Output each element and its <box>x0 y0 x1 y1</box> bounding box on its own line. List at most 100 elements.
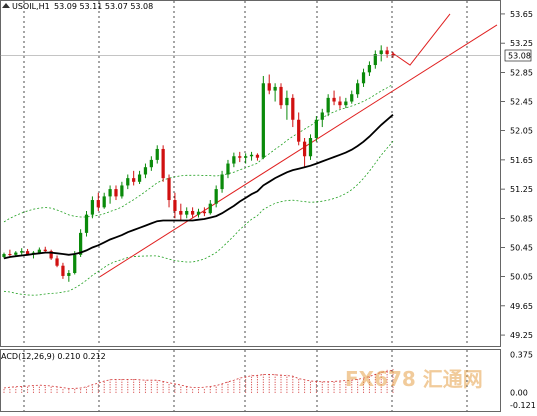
candle-body <box>167 178 171 201</box>
candle-body <box>185 210 189 215</box>
candle-body <box>367 65 372 73</box>
ma-line <box>3 114 394 260</box>
plot-frame <box>0 0 501 347</box>
candle-body <box>244 156 248 158</box>
candle-body <box>20 251 24 253</box>
candle-body <box>320 112 324 120</box>
candle-body <box>302 141 307 157</box>
current-price-label: 53.08 <box>508 52 531 61</box>
y-tick-label: 51.25 <box>510 185 533 194</box>
candle-body <box>90 200 95 215</box>
price-axis: 53.65 53.25 52.85 52.45 52.05 51.65 51.25 50.85… <box>0 10 533 340</box>
candle-body <box>102 196 106 208</box>
candle-body <box>25 251 30 255</box>
y-tick-label: 49.25 <box>510 331 533 340</box>
acd-indicator-pane: 0.375 0.00 -0.121 <box>3 351 536 410</box>
envelope-bands <box>3 84 394 296</box>
candle-body <box>344 101 348 106</box>
candle-body <box>49 251 53 259</box>
triangle-icon <box>2 3 10 8</box>
candle-body <box>37 249 41 253</box>
y-tick-label: 53.25 <box>510 39 533 48</box>
candle-body <box>261 83 265 158</box>
price-tag: 53.08 <box>504 49 532 62</box>
candle-body <box>279 86 283 106</box>
candle-body <box>356 83 360 95</box>
candle-body <box>61 265 65 276</box>
candle-body <box>291 97 295 120</box>
candle-body <box>385 50 389 55</box>
y-tick-label: 49.65 <box>510 302 533 311</box>
y-tick-label: 50.85 <box>510 214 533 223</box>
trendline-projection <box>391 13 451 66</box>
candle-body <box>149 159 153 168</box>
candle-body <box>196 211 201 215</box>
candle-body <box>232 156 236 164</box>
indicator-tick-label: -0.121 <box>510 401 536 410</box>
candle-body <box>73 254 77 274</box>
candle-body <box>137 174 142 182</box>
candle-body <box>338 101 342 106</box>
candlesticks <box>2 45 395 282</box>
lower-band <box>3 141 394 296</box>
indicator-tick-label: 0.00 <box>510 389 528 398</box>
candle-body <box>79 232 83 255</box>
candle-body <box>155 148 159 160</box>
trendlines <box>99 13 498 278</box>
candle-body <box>379 50 383 55</box>
candle-body <box>214 189 218 204</box>
indicator-tick-label: 0.375 <box>510 351 533 360</box>
candle-body <box>332 97 336 102</box>
candle-body <box>67 273 71 276</box>
candle-body <box>84 214 89 233</box>
candle-body <box>255 154 260 158</box>
candle-body <box>126 178 130 186</box>
y-tick-label: 50.45 <box>510 243 533 252</box>
candle-body <box>238 156 242 158</box>
y-tick-label: 52.05 <box>510 127 533 136</box>
y-tick-label: 50.05 <box>510 273 533 282</box>
trendline-support <box>99 24 498 278</box>
indicator-label: ACD(12,26,9) 0.210 0.212 <box>1 352 106 361</box>
upper-band <box>3 84 394 223</box>
moving-average <box>3 114 394 260</box>
candle-body <box>267 83 271 91</box>
candle-body <box>173 200 177 211</box>
candle-body <box>391 54 395 56</box>
indicator-frame <box>0 349 501 412</box>
candle-body <box>361 72 366 84</box>
indicator-signal-line <box>3 369 394 389</box>
candle-body <box>143 167 148 175</box>
candle-body <box>14 252 18 255</box>
candle-body <box>43 249 47 252</box>
candle-body <box>314 119 318 139</box>
y-tick-label: 52.85 <box>510 68 533 77</box>
candle-body <box>202 211 207 214</box>
candle-body <box>373 54 377 66</box>
candle-body <box>308 138 313 157</box>
candle-body <box>108 189 112 197</box>
candle-body <box>350 94 354 102</box>
ohlc-readout: 53.09 53.11 53.07 53.08 <box>54 2 153 11</box>
candle-body <box>226 163 230 175</box>
y-tick-label: 53.65 <box>510 10 533 19</box>
candle-body <box>220 174 224 190</box>
candle-body <box>55 258 59 266</box>
candle-body <box>161 148 165 179</box>
candle-body <box>249 154 254 157</box>
candle-body <box>273 86 277 91</box>
chart-header: USOIL,H1 53.09 53.11 53.07 53.08 <box>2 2 153 11</box>
candle-body <box>114 189 118 197</box>
watermark: FX678 汇通网 <box>345 367 483 391</box>
candle-body <box>326 97 330 113</box>
candle-body <box>208 203 212 214</box>
candle-body <box>179 210 183 215</box>
candle-body <box>96 200 100 208</box>
candle-body <box>285 97 289 106</box>
candle-body <box>2 254 6 257</box>
candle-body <box>8 254 12 256</box>
y-tick-label: 51.65 <box>510 156 533 165</box>
candle-body <box>190 210 195 215</box>
symbol-label: USOIL,H1 <box>12 2 50 11</box>
